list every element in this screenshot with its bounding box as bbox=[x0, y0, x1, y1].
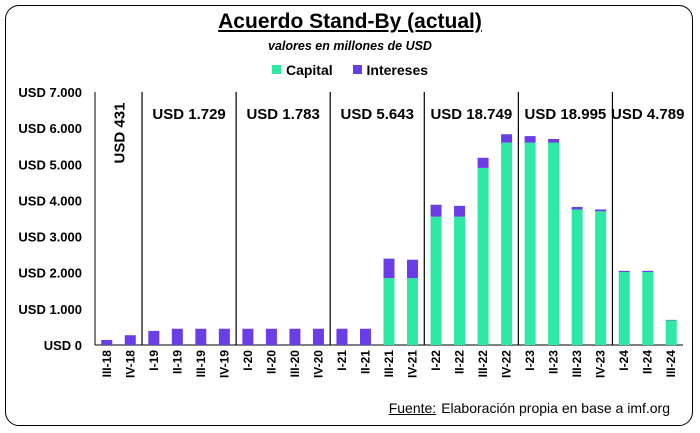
bar-capital bbox=[383, 278, 395, 345]
bar-intereses bbox=[407, 259, 419, 279]
y-tick-label: USD 4.000 bbox=[18, 193, 82, 208]
bar-intereses bbox=[430, 204, 442, 217]
legend-item-intereses: Intereses bbox=[352, 61, 429, 78]
bar-intereses bbox=[242, 328, 254, 345]
bar-intereses bbox=[171, 328, 183, 345]
y-tick-label: USD 5.000 bbox=[18, 157, 82, 172]
bar-intereses bbox=[124, 335, 136, 345]
bar-intereses bbox=[195, 328, 207, 345]
bar-intereses bbox=[571, 206, 583, 210]
group-total-label: USD 4.789 bbox=[611, 106, 684, 123]
bar-intereses bbox=[454, 205, 466, 217]
bar-intereses bbox=[101, 339, 113, 345]
group-total-label: USD 431 bbox=[112, 103, 129, 164]
bar-capital bbox=[430, 216, 442, 345]
x-tick-label: II-24 bbox=[641, 350, 655, 374]
chart-title: Acuerdo Stand-By (actual) bbox=[218, 10, 482, 33]
x-tick-label: IV-18 bbox=[123, 350, 137, 378]
bar-intereses bbox=[336, 328, 348, 345]
x-tick-label: I-19 bbox=[147, 350, 161, 371]
source-text: Elaboración propia en base a imf.org bbox=[441, 400, 670, 416]
x-tick-label: III-21 bbox=[382, 350, 396, 378]
bar-intereses bbox=[665, 319, 677, 321]
x-tick-label: I-22 bbox=[429, 350, 443, 371]
bar-intereses bbox=[501, 134, 513, 143]
group-total-label: USD 18.749 bbox=[430, 106, 512, 123]
x-tick-label: III-23 bbox=[570, 350, 584, 378]
x-tick-label: II-21 bbox=[358, 350, 372, 374]
bar-intereses bbox=[642, 270, 654, 272]
bar-intereses bbox=[548, 138, 560, 143]
legend-swatch-intereses bbox=[352, 65, 362, 74]
x-tick-label: III-22 bbox=[476, 350, 490, 378]
group-total-label: USD 5.643 bbox=[341, 106, 414, 123]
legend: Capital Intereses bbox=[0, 61, 700, 78]
x-tick-label: II-23 bbox=[547, 350, 561, 374]
group-total-label: USD 1.783 bbox=[246, 106, 319, 123]
legend-swatch-capital bbox=[271, 65, 281, 74]
x-tick-label: IV-19 bbox=[217, 350, 231, 378]
x-tick-label: IV-23 bbox=[594, 350, 608, 378]
y-tick-label: USD 2.000 bbox=[18, 266, 82, 281]
y-tick-label: USD 7.000 bbox=[18, 85, 82, 100]
bar-intereses bbox=[524, 136, 536, 143]
bar-intereses bbox=[218, 328, 230, 345]
group-total-label: USD 1.729 bbox=[152, 106, 225, 123]
legend-item-capital: Capital bbox=[271, 61, 333, 78]
y-tick-label: USD 1.000 bbox=[18, 302, 82, 317]
x-tick-label: II-20 bbox=[264, 350, 278, 374]
x-tick-label: III-19 bbox=[194, 350, 208, 378]
bar-capital bbox=[571, 209, 583, 345]
x-tick-label: I-20 bbox=[241, 350, 255, 371]
bar-capital bbox=[595, 211, 607, 345]
x-tick-label: I-21 bbox=[335, 350, 349, 371]
x-tick-label: III-24 bbox=[664, 350, 678, 378]
bar-intereses bbox=[595, 209, 607, 212]
x-tick-label: IV-22 bbox=[500, 350, 514, 378]
bar-intereses bbox=[477, 157, 489, 168]
bar-intereses bbox=[359, 328, 371, 345]
bar-capital bbox=[501, 142, 513, 345]
y-tick-label: USD 0 bbox=[44, 338, 82, 353]
bar-capital bbox=[548, 142, 560, 345]
x-tick-label: II-22 bbox=[453, 350, 467, 374]
chart-frame bbox=[5, 5, 693, 426]
x-tick-label: IV-20 bbox=[311, 350, 325, 378]
bar-intereses bbox=[265, 328, 277, 345]
y-tick-label: USD 3.000 bbox=[18, 230, 82, 245]
bar-capital bbox=[477, 167, 489, 345]
bar-intereses bbox=[618, 270, 630, 272]
bar-capital bbox=[665, 320, 677, 345]
x-tick-label: IV-21 bbox=[406, 350, 420, 378]
bar-capital bbox=[524, 142, 536, 345]
legend-label-capital: Capital bbox=[285, 61, 333, 78]
x-tick-label: I-23 bbox=[523, 350, 537, 371]
bar-capital bbox=[618, 271, 630, 345]
group-total-label: USD 18.995 bbox=[525, 106, 607, 123]
y-tick-label: USD 6.000 bbox=[18, 121, 82, 136]
x-tick-label: II-19 bbox=[170, 350, 184, 374]
bar-capital bbox=[642, 271, 654, 345]
x-tick-label: III-20 bbox=[288, 350, 302, 378]
bar-intereses bbox=[289, 328, 301, 345]
bar-intereses bbox=[148, 330, 160, 345]
source-note: Fuente: Elaboración propia en base a imf.… bbox=[389, 400, 670, 416]
x-tick-label: III-18 bbox=[100, 350, 114, 378]
x-tick-label: I-24 bbox=[617, 350, 631, 371]
bar-capital bbox=[454, 216, 466, 345]
legend-label-intereses: Intereses bbox=[366, 61, 429, 78]
bar-intereses bbox=[312, 328, 324, 345]
source-label: Fuente: bbox=[388, 400, 437, 416]
bar-intereses bbox=[383, 258, 395, 279]
bar-capital bbox=[407, 278, 419, 345]
chart-subtitle: valores en millones de USD bbox=[268, 39, 432, 53]
